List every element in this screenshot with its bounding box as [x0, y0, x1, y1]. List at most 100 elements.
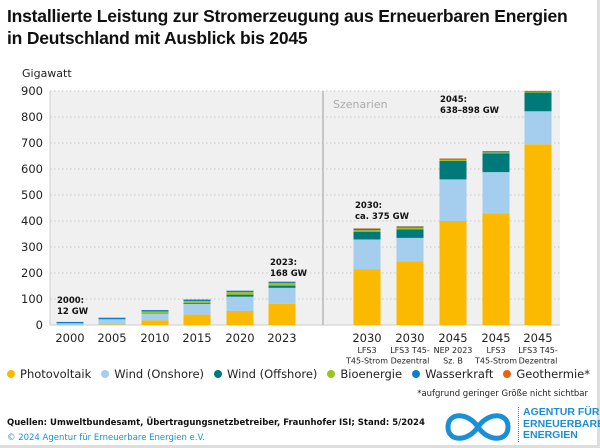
- legend-label: Wind (Onshore): [114, 367, 205, 381]
- bar-segment-wasserkraft: [396, 226, 424, 228]
- bar-annotation: 12 GW: [57, 307, 89, 317]
- x-tick-sublabel: Dezentral: [519, 357, 558, 366]
- y-tick-label: 400: [21, 214, 43, 228]
- bar-segment-wind-onshore-: [56, 323, 84, 325]
- bar-segment-photovoltaik: [482, 213, 510, 325]
- legend-label: Wasserkraft: [425, 367, 494, 381]
- plot-background: [50, 91, 560, 325]
- bar-segment-wind-onshore-: [226, 296, 254, 311]
- y-tick-label: 700: [21, 136, 43, 150]
- sources: Quellen: Umweltbundesamt, Übertragungsne…: [7, 418, 425, 428]
- bar-segment-bioenergie: [482, 152, 510, 154]
- legend-swatch: [327, 370, 336, 378]
- legend-label: Photovoltaik: [20, 367, 92, 381]
- bar-segment-wind-onshore-: [268, 287, 296, 304]
- legend-item: Wind (Offshore): [214, 367, 317, 381]
- legend-item: Wind (Onshore): [101, 367, 204, 381]
- legend-item: Photovoltaik: [7, 367, 91, 381]
- legend-swatch: [101, 370, 110, 378]
- x-tick-sublabel: LFS3 T45-: [518, 346, 558, 355]
- x-tick-label: 2045: [481, 331, 510, 345]
- bar-segment-wasserkraft: [226, 290, 254, 293]
- scenario-label: Szenarien: [333, 98, 388, 111]
- x-tick-label: 2030: [395, 331, 424, 345]
- bar-segment-bioenergie: [98, 319, 126, 320]
- x-tick-label: 2005: [97, 331, 126, 345]
- bar-segment-wind-onshore-: [183, 303, 211, 315]
- bar-annotation: 2030:: [355, 201, 382, 211]
- x-tick-sublabel: Sz. B: [443, 357, 463, 366]
- x-tick-sublabel: LFS3: [357, 346, 376, 355]
- bar-segment-wind-offshore-: [439, 160, 467, 180]
- bar-segment-bioenergie: [396, 227, 424, 230]
- x-tick-label: 2045: [523, 331, 552, 345]
- bar-segment-wasserkraft: [524, 91, 552, 92]
- bar-segment-photovoltaik: [268, 303, 296, 325]
- bar-segment-wind-offshore-: [396, 229, 424, 238]
- bar-segment-wind-offshore-: [482, 153, 510, 173]
- x-tick-sublabel: NEP 2023: [434, 346, 473, 355]
- legend-label: Geothermie*: [516, 367, 590, 381]
- logo-text: AGENTUR FÜR ERNEUERBARE ENERGIEN: [518, 406, 600, 442]
- bar-segment-wind-onshore-: [524, 111, 552, 145]
- bar-annotation: 638–898 GW: [440, 106, 500, 116]
- y-tick-label: 600: [21, 162, 43, 176]
- legend-label: Bioenergie: [340, 367, 403, 381]
- bar-segment-wasserkraft: [268, 281, 296, 284]
- bar-segment-photovoltaik: [353, 269, 381, 325]
- x-tick-label: 2000: [55, 331, 84, 345]
- y-tick-label: 500: [21, 188, 43, 202]
- legend-label: Wind (Offshore): [227, 367, 318, 381]
- y-axis-label: Gigawatt: [22, 67, 72, 80]
- bar-segment-wind-offshore-: [524, 92, 552, 112]
- bar-segment-wind-onshore-: [141, 313, 169, 321]
- bar-segment-wasserkraft: [98, 317, 126, 320]
- bar-annotation: 2023:: [270, 258, 297, 268]
- y-tick-label: 800: [21, 110, 43, 124]
- bar-segment-photovoltaik: [141, 320, 169, 325]
- copyright: © 2024 Agentur für Erneuerbare Energien …: [7, 433, 205, 443]
- footnote: *aufgrund geringer Größe nicht sichtbar: [417, 389, 588, 399]
- bar-segment-wind-offshore-: [268, 285, 296, 288]
- bar-segment-wind-onshore-: [439, 179, 467, 221]
- bar-segment-photovoltaik: [439, 221, 467, 325]
- bar-segment-wasserkraft: [439, 158, 467, 160]
- x-tick-label: 2023: [267, 331, 296, 345]
- bar-segment-photovoltaik: [396, 261, 424, 325]
- bar-segment-bioenergie: [353, 230, 381, 232]
- bar-segment-bioenergie: [183, 301, 211, 304]
- x-tick-label: 2030: [352, 331, 381, 345]
- x-tick-label: 2045: [438, 331, 467, 345]
- y-tick-label: 900: [21, 84, 43, 98]
- legend-swatch: [503, 370, 512, 378]
- x-tick-sublabel: T45-Strom: [345, 357, 388, 366]
- x-tick-sublabel: T45-Strom: [474, 357, 517, 366]
- y-tick-label: 100: [21, 292, 43, 306]
- legend-swatch: [412, 370, 421, 378]
- bar-segment-wind-onshore-: [482, 172, 510, 214]
- y-tick-label: 300: [21, 240, 43, 254]
- bar-annotation: 2000:: [57, 296, 84, 306]
- legend-swatch: [214, 370, 223, 378]
- bar-segment-photovoltaik: [226, 310, 254, 325]
- bar-annotation: 2045:: [440, 95, 467, 105]
- x-tick-label: 2020: [225, 331, 254, 345]
- x-tick-label: 2015: [182, 331, 211, 345]
- bar-segment-wasserkraft: [482, 151, 510, 153]
- legend-swatch: [7, 370, 16, 378]
- legend-item: Geothermie*: [503, 367, 590, 381]
- bar-segment-wind-onshore-: [396, 237, 424, 262]
- bar-segment-photovoltaik: [183, 314, 211, 325]
- bar-segment-bioenergie: [268, 283, 296, 286]
- bar-segment-bioenergie: [524, 91, 552, 93]
- bar-segment-photovoltaik: [98, 324, 126, 325]
- bar-segment-wasserkraft: [183, 299, 211, 302]
- bar-segment-wind-onshore-: [353, 239, 381, 270]
- logo-infinity-icon: [445, 413, 511, 441]
- x-tick-sublabel: Dezentral: [391, 357, 430, 366]
- x-tick-label: 2010: [140, 331, 169, 345]
- bar-segment-wind-onshore-: [98, 319, 126, 325]
- bar-segment-wind-offshore-: [183, 303, 211, 304]
